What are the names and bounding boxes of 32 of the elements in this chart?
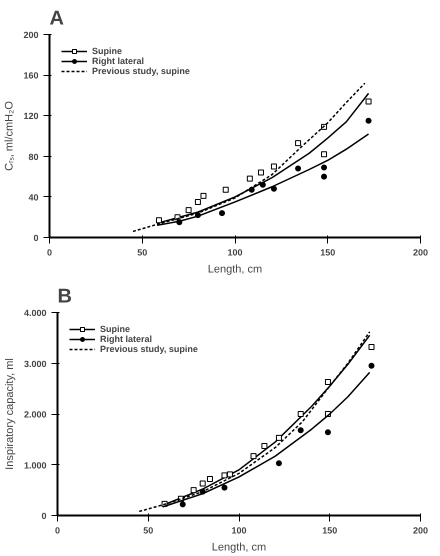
y-tick-label: 3.000 [24,358,47,369]
y-tick-label: 40 [28,192,39,202]
y-tick-label: 200 [23,30,39,40]
x-tick-label: 100 [227,248,243,258]
x-tick-label: 200 [412,526,428,536]
y-tick-label: 0 [33,233,39,243]
legend-label: Right lateral [92,56,144,66]
y-tick-label: 80 [28,152,39,162]
y-tick-label: 0 [41,511,47,521]
legend-label: Right lateral [100,334,152,344]
legend-label: Supine [100,324,130,334]
chart-title: A [50,8,64,30]
x-tick-label: 150 [320,248,336,258]
x-tick-label: 50 [137,248,148,258]
y-axis-title: Inspiratory capacity, ml [4,358,16,470]
x-tick-label: 150 [322,526,338,536]
x-axis-title: Length, cm [212,542,266,554]
x-tick-label: 50 [143,526,154,536]
x-tick-label: 0 [54,526,60,536]
y-tick-label: 4.000 [24,308,47,318]
y-tick-label: 160 [23,70,39,81]
legend-label: Previous study, supine [100,344,198,354]
chart-title: B [58,286,72,308]
x-tick-label: 100 [231,526,247,536]
legend-label: Supine [92,46,122,56]
y-tick-label: 1.000 [24,460,47,470]
x-tick-label: 200 [412,248,428,258]
y-tick-label: 2.000 [24,410,47,420]
legend-label: Previous study, supine [92,66,190,76]
y-tick-label: 120 [23,111,39,122]
y-axis-title: Cᵣₛ, ml/cmH₂O [3,100,16,171]
x-axis-title: Length, cm [208,264,262,276]
